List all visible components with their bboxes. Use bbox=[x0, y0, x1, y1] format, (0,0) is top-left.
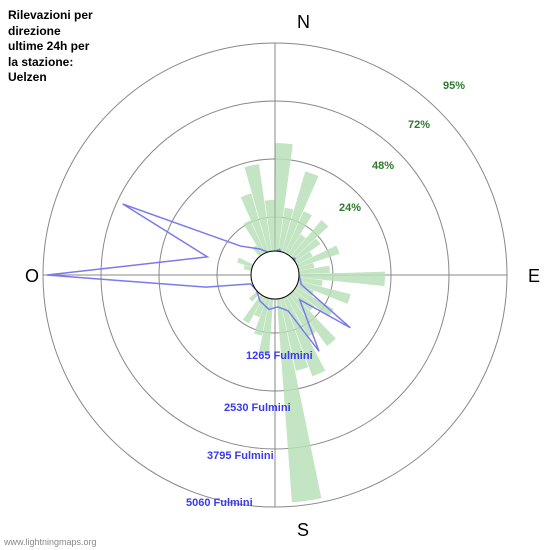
fulmini-label-1: 2530 Fulmini bbox=[224, 402, 291, 414]
footer-link: www.lightningmaps.org bbox=[4, 537, 97, 547]
compass-n: N bbox=[297, 12, 310, 33]
fulmini-label-3: 5060 Fulmini bbox=[186, 497, 253, 509]
fulmini-label-2: 3795 Fulmini bbox=[207, 450, 274, 462]
chart-title: Rilevazioni per direzione ultime 24h per… bbox=[8, 8, 93, 86]
fulmini-label-0: 1265 Fulmini bbox=[246, 350, 313, 362]
compass-s: S bbox=[297, 520, 309, 541]
pct-label-2: 72% bbox=[408, 119, 430, 131]
compass-o: O bbox=[25, 266, 39, 287]
pct-label-1: 48% bbox=[372, 160, 394, 172]
compass-e: E bbox=[528, 266, 540, 287]
pct-label-3: 95% bbox=[443, 80, 465, 92]
pct-label-0: 24% bbox=[339, 202, 361, 214]
